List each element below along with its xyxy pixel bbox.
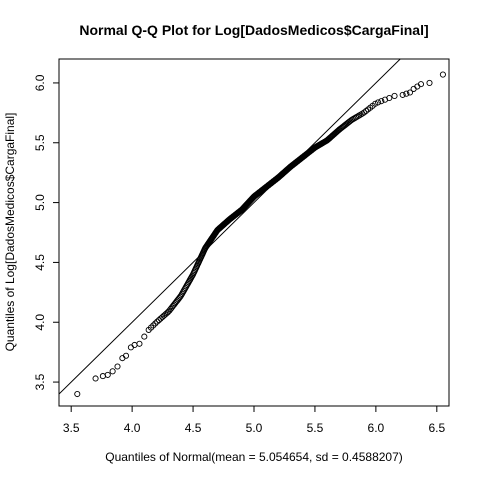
data-point [137,341,142,346]
x-tick-label: 4.5 [185,421,202,435]
data-point [142,334,147,339]
reference-line [59,11,449,394]
y-tick-label: 5.5 [33,134,47,151]
y-axis-label: Quantiles of Log[DadosMedicos$CargaFinal… [3,113,17,352]
data-point [100,373,105,378]
data-point [93,376,98,381]
data-points [75,72,446,397]
data-point [392,93,397,98]
x-tick-label: 6.5 [428,421,445,435]
x-tick-label: 3.5 [63,421,80,435]
x-tick-label: 5.0 [246,421,263,435]
data-point [440,72,445,77]
data-point [427,80,432,85]
plot-area [59,11,449,396]
data-point [110,369,115,374]
y-tick-label: 4.5 [33,254,47,271]
y-tick-label: 5.0 [33,194,47,211]
y-axis: 3.5 4.0 4.5 5.0 5.5 6.0 [33,74,59,390]
data-point [105,372,110,377]
plot-frame [59,59,449,406]
y-tick-label: 3.5 [33,373,47,390]
x-axis-label: Quantiles of Normal(mean = 5.054654, sd … [105,450,403,464]
x-tick-label: 4.0 [124,421,141,435]
y-tick-label: 4.0 [33,314,47,331]
chart-title: Normal Q-Q Plot for Log[DadosMedicos$Car… [79,22,428,38]
x-axis: 3.5 4.0 4.5 5.0 5.5 6.0 6.5 [63,406,446,435]
data-point [75,391,80,396]
x-tick-label: 6.0 [368,421,385,435]
data-point [115,364,120,369]
y-tick-label: 6.0 [33,74,47,91]
x-tick-label: 5.5 [307,421,324,435]
